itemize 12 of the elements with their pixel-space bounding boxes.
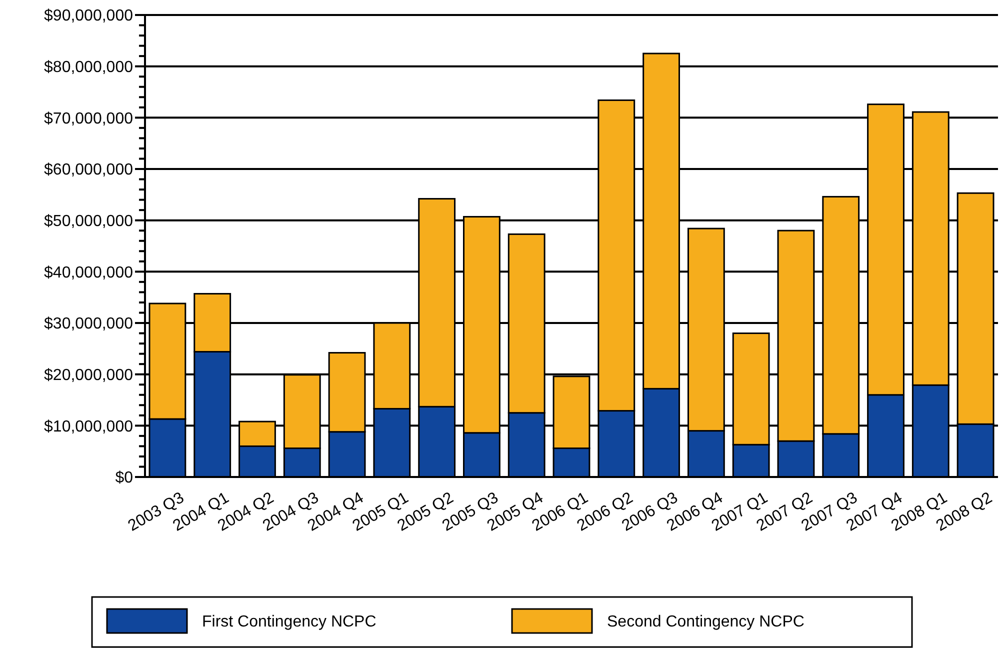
y-tick-label: $90,000,000 <box>44 8 134 25</box>
y-tick-label: $40,000,000 <box>44 264 134 282</box>
legend-label: First Contingency NCPC <box>202 614 376 631</box>
y-tick-label: $0 <box>115 470 134 487</box>
y-tick-label: $10,000,000 <box>44 418 134 436</box>
y-tick-label: $70,000,000 <box>44 110 134 128</box>
y-tick-label: $30,000,000 <box>44 316 134 333</box>
y-tick-label: $20,000,000 <box>44 366 134 384</box>
legend-label: Second Contingency NCPC <box>607 614 804 631</box>
y-tick-label: $50,000,000 <box>44 212 134 230</box>
y-tick-label: $80,000,000 <box>44 58 134 76</box>
y-tick-label: $60,000,000 <box>44 162 134 179</box>
